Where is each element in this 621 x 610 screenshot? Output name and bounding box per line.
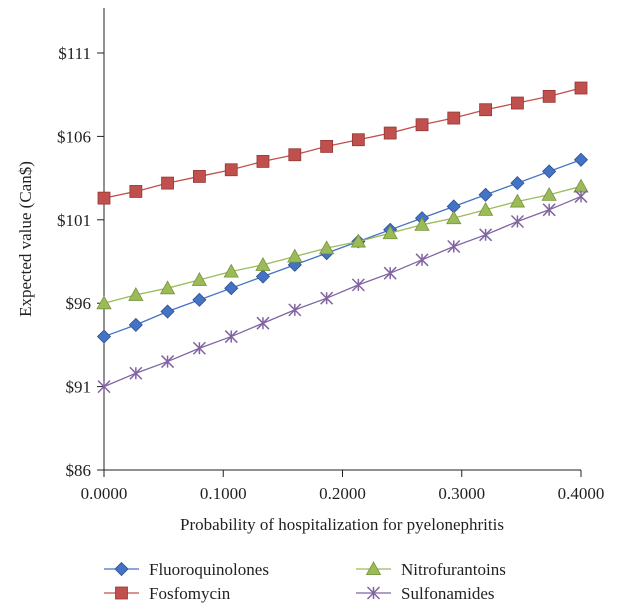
- data-point-sulfonamides: [129, 366, 143, 380]
- series-line-nitrofurantoins: [103, 185, 582, 304]
- data-point-sulfonamides: [415, 253, 429, 267]
- data-point-nitrofurantoins: [191, 272, 208, 286]
- x-axis-title: Probability of hospitalization for pyelo…: [180, 515, 504, 534]
- legend-label: Nitrofurantoins: [401, 560, 506, 579]
- data-point-sulfonamides: [320, 291, 334, 305]
- data-point-fosfomycin: [224, 163, 238, 177]
- legend-label: Sulfonamides: [401, 584, 495, 603]
- data-point-fosfomycin: [351, 133, 365, 147]
- legend-label: Fosfomycin: [149, 584, 231, 603]
- data-point-fluoroquinolones: [128, 317, 143, 332]
- x-tick-label: 0.2000: [319, 484, 366, 503]
- y-tick-label: $111: [58, 44, 91, 63]
- legend: Fluoroquinolones Nitrofurantoins Fosfomyci…: [104, 560, 506, 603]
- data-point-fosfomycin: [161, 176, 174, 190]
- data-point-fosfomycin: [479, 103, 493, 117]
- legend-marker: [115, 586, 128, 600]
- series-line-sulfonamides: [103, 195, 582, 388]
- data-point-nitrofurantoins: [96, 295, 112, 310]
- data-point-fluoroquinolones: [542, 164, 557, 179]
- x-tick-label: 0.3000: [438, 484, 485, 503]
- data-point-fosfomycin: [415, 118, 429, 132]
- data-point-nitrofurantoins: [350, 233, 367, 248]
- legend-label: Fluoroquinolones: [149, 560, 269, 579]
- data-point-fosfomycin: [447, 111, 461, 125]
- data-point-sulfonamides: [97, 380, 111, 394]
- data-point-fosfomycin: [574, 81, 588, 95]
- x-axis-ticks: 0.0000 0.1000 0.2000 0.3000 0.4000: [81, 470, 605, 503]
- y-tick-label: $96: [66, 294, 92, 313]
- data-point-fluoroquinolones: [478, 187, 493, 202]
- data-point-sulfonamides: [510, 214, 524, 228]
- x-tick-label: 0.4000: [558, 484, 605, 503]
- data-point-sulfonamides: [479, 228, 493, 242]
- data-point-fluoroquinolones: [96, 329, 112, 344]
- data-point-nitrofurantoins: [128, 287, 144, 301]
- data-point-fosfomycin: [320, 140, 334, 153]
- data-point-nitrofurantoins: [159, 280, 176, 295]
- legend-item-fluoroquinolones: Fluoroquinolones: [104, 560, 269, 579]
- data-point-nitrofurantoins: [509, 193, 526, 208]
- data-point-fluoroquinolones: [224, 281, 239, 296]
- data-point-nitrofurantoins: [414, 216, 430, 231]
- y-tick-label: $101: [57, 211, 91, 230]
- data-point-sulfonamides: [224, 330, 238, 344]
- axes: [103, 8, 581, 471]
- y-axis-ticks: $86 $91 $96 $101 $106 $111: [57, 44, 104, 480]
- data-point-sulfonamides: [288, 303, 302, 317]
- data-point-fosfomycin: [256, 155, 270, 168]
- data-point-nitrofurantoins: [255, 257, 271, 271]
- data-point-nitrofurantoins: [318, 240, 335, 255]
- y-tick-label: $86: [66, 461, 92, 480]
- data-point-fluoroquinolones: [160, 304, 175, 319]
- data-point-nitrofurantoins: [541, 186, 557, 201]
- data-point-sulfonamides: [542, 203, 556, 217]
- legend-marker: [366, 586, 381, 600]
- data-point-fosfomycin: [511, 96, 524, 110]
- data-point-nitrofurantoins: [573, 178, 589, 193]
- data-point-fluoroquinolones: [573, 152, 589, 167]
- data-point-nitrofurantoins: [382, 225, 398, 240]
- data-point-nitrofurantoins: [446, 210, 462, 225]
- data-point-fluoroquinolones: [255, 269, 271, 284]
- series-layer: [96, 81, 589, 394]
- data-point-fluoroquinolones: [510, 176, 525, 191]
- x-tick-label: 0.1000: [200, 484, 247, 503]
- data-point-fosfomycin: [542, 89, 556, 103]
- data-point-sulfonamides: [383, 266, 397, 280]
- legend-item-nitrofurantoins: Nitrofurantoins: [356, 560, 506, 579]
- y-tick-label: $106: [57, 127, 91, 146]
- data-point-nitrofurantoins: [223, 263, 239, 278]
- legend-marker: [114, 561, 129, 577]
- data-point-fosfomycin: [383, 126, 397, 140]
- data-point-sulfonamides: [351, 278, 365, 292]
- series-line-fluoroquinolones: [103, 159, 582, 338]
- y-tick-label: $91: [66, 378, 92, 397]
- legend-marker: [365, 561, 382, 575]
- data-point-fosfomycin: [192, 170, 206, 183]
- data-point-nitrofurantoins: [287, 248, 303, 263]
- x-tick-label: 0.0000: [81, 484, 128, 503]
- data-point-sulfonamides: [161, 355, 175, 369]
- legend-item-fosfomycin: Fosfomycin: [104, 584, 231, 603]
- data-point-sulfonamides: [574, 189, 588, 203]
- data-point-fosfomycin: [288, 148, 302, 162]
- data-point-nitrofurantoins: [477, 201, 494, 216]
- data-point-sulfonamides: [192, 341, 206, 355]
- data-point-fosfomycin: [97, 191, 111, 205]
- data-point-sulfonamides: [256, 316, 270, 330]
- legend-item-sulfonamides: Sulfonamides: [356, 584, 495, 603]
- y-axis-title: Expected value (Can$): [16, 161, 35, 317]
- series-line-fosfomycin: [103, 87, 582, 199]
- data-point-sulfonamides: [447, 239, 461, 254]
- data-point-fluoroquinolones: [192, 292, 207, 307]
- data-point-fosfomycin: [129, 185, 143, 198]
